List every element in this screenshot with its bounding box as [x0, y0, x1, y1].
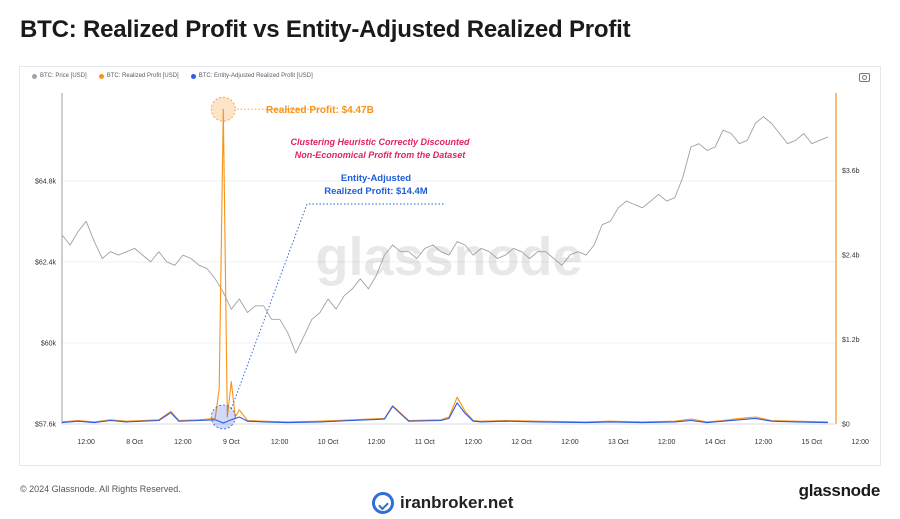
- y-right-tick-label: $0: [842, 422, 850, 429]
- chart-legend: BTC: Price [USD] BTC: Realized Profit [U…: [32, 73, 313, 79]
- x-tick-label: 12:00: [561, 439, 579, 446]
- x-tick-label: 12:00: [77, 439, 95, 446]
- x-tick-label: 14 Oct: [705, 439, 726, 446]
- x-tick-label: 12:00: [174, 439, 192, 446]
- legend-dot-price: [32, 73, 37, 79]
- y-right-tick-label: $3.6b: [842, 168, 860, 175]
- legend-label-realized-profit: BTC: Realized Profit [USD]: [106, 73, 179, 79]
- check-circle-icon: [372, 492, 394, 514]
- entity-adjusted-annotation-line2: Realized Profit: $14.4M: [324, 186, 428, 197]
- y-left-tick-label: $60k: [41, 340, 57, 347]
- y-left-tick-label: $57.6k: [35, 422, 57, 429]
- x-tick-label: 15 Oct: [802, 439, 823, 446]
- y-left-tick-label: $64.8k: [35, 178, 57, 185]
- x-tick-label: 12 Oct: [511, 439, 532, 446]
- y-left-tick-label: $62.4k: [35, 259, 57, 266]
- price-line: [61, 116, 829, 354]
- broker-watermark: iranbroker.net: [372, 492, 513, 514]
- chart-svg: glassnode $57.6k $60k $62.4k $64.8k $0 $1.2b $2…: [35, 93, 869, 446]
- x-tick-label: 11 Oct: [415, 439, 435, 446]
- realized-profit-annotation: Realized Profit: $4.47B: [266, 105, 374, 116]
- entity-adjusted-annotation-line1: Entity-Adjusted: [341, 173, 411, 184]
- broker-name: iranbroker.net: [400, 493, 514, 512]
- legend-item-entity-adjusted[interactable]: BTC: Entity-Adjusted Realized Profit [US…: [190, 73, 313, 79]
- x-tick-label: 12:00: [851, 439, 869, 446]
- x-tick-label: 12:00: [464, 439, 482, 446]
- y-right-tick-label: $1.2b: [842, 337, 860, 344]
- x-tick-label: 9 Oct: [223, 439, 240, 446]
- x-tick-label: 8 Oct: [126, 439, 143, 446]
- copyright-text: © 2024 Glassnode. All Rights Reserved.: [20, 484, 181, 494]
- glassnode-watermark: glassnode: [315, 227, 582, 287]
- chart-panel: BTC: Price [USD] BTC: Realized Profit [U…: [19, 66, 881, 466]
- x-tick-label: 12:00: [271, 439, 289, 446]
- legend-dot-entity-adjusted: [190, 73, 196, 79]
- legend-label-price: BTC: Price [USD]: [40, 73, 87, 79]
- x-tick-label: 12:00: [368, 439, 386, 446]
- realized-profit-highlight: [210, 96, 236, 122]
- x-tick-label: 12:00: [755, 439, 773, 446]
- legend-item-price[interactable]: BTC: Price [USD]: [32, 73, 87, 79]
- y-right-tick-label: $2.4b: [842, 252, 860, 259]
- entity-adjusted-line: [61, 402, 828, 424]
- camera-icon[interactable]: [859, 73, 870, 82]
- x-tick-label: 13 Oct: [608, 439, 629, 446]
- brand-logo: glassnode: [798, 481, 881, 500]
- legend-dot-realized-profit: [98, 73, 104, 79]
- clustering-annotation-line1: Clustering Heuristic Correctly Discounte…: [290, 137, 470, 147]
- x-tick-label: 12:00: [658, 439, 676, 446]
- clustering-annotation-line2: Non-Economical Profit from the Dataset: [295, 150, 467, 160]
- legend-item-realized-profit[interactable]: BTC: Realized Profit [USD]: [98, 73, 179, 79]
- x-tick-label: 10 Oct: [318, 439, 339, 446]
- legend-label-entity-adjusted: BTC: Entity-Adjusted Realized Profit [US…: [198, 73, 313, 79]
- entity-adjusted-highlight: [210, 404, 236, 430]
- page-title: BTC: Realized Profit vs Entity-Adjusted …: [20, 16, 631, 43]
